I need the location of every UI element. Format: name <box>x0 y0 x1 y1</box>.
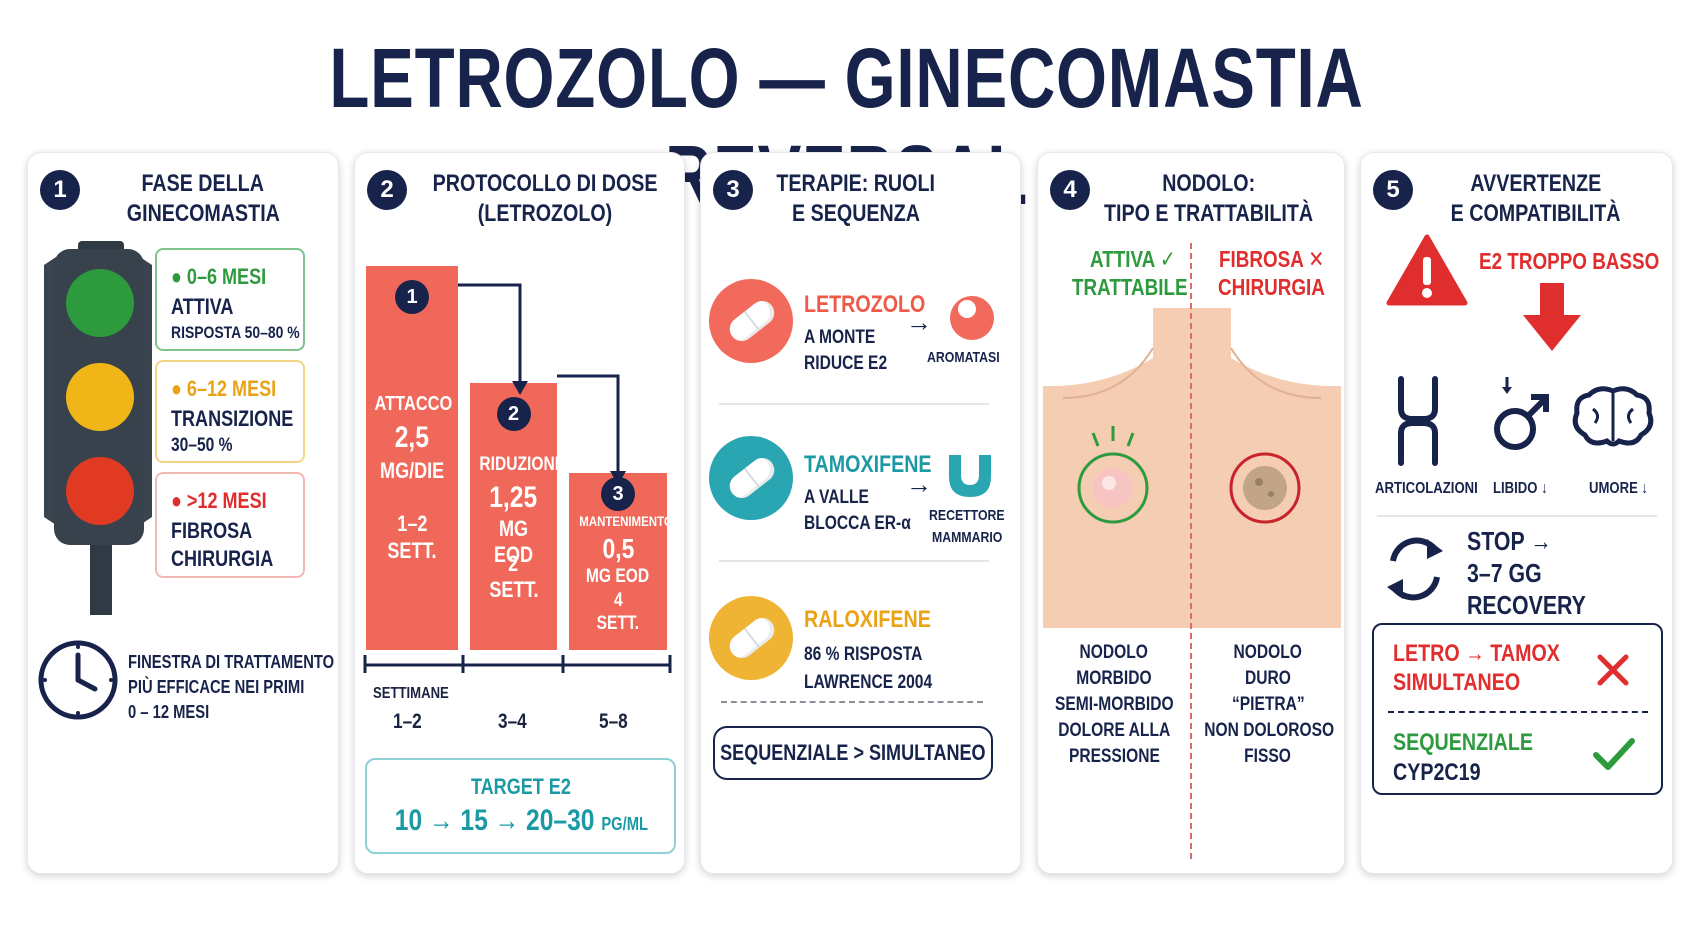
receptor-icon <box>949 455 991 497</box>
drug-target: AROMATASI <box>927 349 1000 366</box>
dose-bar-maintenance: 3 MANTENIMENTO 0,5 MG EOD 4 SETT. <box>569 473 673 650</box>
divider <box>1377 515 1657 517</box>
stop-recovery-text: STOP → 3–7 GG RECOVERY <box>1467 526 1586 620</box>
joint-icon <box>1398 376 1438 466</box>
panel-dose-protocol: 2 PROTOCOLLO DI DOSE (LETROZOLO) 1 ATTACC… <box>354 152 685 874</box>
arrow-right-icon: → <box>906 307 932 337</box>
check-mark-icon <box>1593 738 1635 770</box>
effect-label: LIBIDO ↓ <box>1493 480 1548 497</box>
drug-name: RALOXIFENE <box>804 606 931 633</box>
x-mark-icon <box>1597 654 1629 686</box>
traffic-light-icon <box>44 241 152 615</box>
effect-label: ARTICOLAZIONI <box>1375 480 1478 497</box>
effect-label: UMORE ↓ <box>1589 480 1649 497</box>
warning-text: E2 TROPPO BASSO <box>1479 248 1660 274</box>
panel-title: TERAPIE: RUOLI E SEQUENZA <box>776 170 936 227</box>
chest-illustration <box>1043 308 1341 628</box>
step-number-5: 5 <box>1373 170 1413 210</box>
active-treatable-label: ATTIVA ✓ TRATTABILE <box>1072 246 1188 300</box>
phase-card-active: ● 0–6 MESI ATTIVA RISPOSTA 50–80 % <box>155 248 305 351</box>
panel-title: FASE DELLA GINECOMASTIA <box>126 170 280 227</box>
week-label: 1–2 <box>393 710 422 733</box>
drug-description: A MONTE RIDUCE E2 <box>804 327 888 374</box>
fibrous-surgery-label: FIBROSA ✕ CHIRURGIA <box>1218 246 1325 300</box>
drug-description: A VALLE BLOCCA ER-α <box>804 487 911 534</box>
step-number-1: 1 <box>40 170 80 210</box>
dose-bar-reduction: 2 RIDUZIONE 1,25 MG EOD 2 SETT. <box>470 383 565 650</box>
warning-icon <box>1386 234 1468 306</box>
pill-icon <box>709 436 793 520</box>
treatment-window-text: FINESTRA DI TRATTAMENTO PIÙ EFFICACE NEI… <box>128 652 335 722</box>
simultaneous-bad-text: LETRO → TAMOX SIMULTANEO <box>1393 640 1560 696</box>
soft-nodule-description: NODOLO MORBIDO SEMI-MORBIDO DOLORE ALLA … <box>1054 642 1174 767</box>
cycle-recovery-icon <box>1387 537 1443 601</box>
step-number-3: 3 <box>713 170 753 210</box>
panel-title: PROTOCOLLO DI DOSE (LETROZOLO) <box>432 170 658 227</box>
drug-description: 86 % RISPOSTA LAWRENCE 2004 <box>804 644 933 693</box>
panel-nodule: 4 NODOLO: TIPO E TRATTABILITÀ ATTIVA ✓ TRA… <box>1037 152 1345 874</box>
step-number-2: 2 <box>367 170 407 210</box>
dashed-divider <box>721 701 983 703</box>
pill-icon <box>709 596 793 680</box>
week-label: 5–8 <box>599 710 628 733</box>
hard-nodule-description: NODOLO DURO “PIETRA” NON DOLOROSO FISSO <box>1204 642 1335 767</box>
panel-title: AVVERTENZE E COMPATIBILITÀ <box>1451 170 1621 227</box>
divider <box>1190 243 1192 859</box>
drug-target: RECETTORE MAMMARIO <box>929 507 1005 546</box>
pill-icon <box>709 279 793 363</box>
aromatase-enzyme-icon <box>950 296 994 340</box>
target-e2-box: TARGET E2 10 → 15 → 20–30 PG/ML <box>365 758 676 854</box>
drug-name: TAMOXIFENE <box>804 451 932 478</box>
week-label: 3–4 <box>498 710 527 733</box>
dose-bar-attack: 1 ATTACCO 2,5 MG/DIE 1–2 SETT. <box>366 266 458 650</box>
step-number-4: 4 <box>1050 170 1090 210</box>
dashed-divider <box>1388 711 1648 713</box>
divider <box>719 560 989 562</box>
drug-name: LETROZOLO <box>804 291 926 318</box>
brain-icon <box>1572 386 1654 447</box>
compatibility-box: LETRO → TAMOX SIMULTANEO SEQUENZIALE CYP2C… <box>1372 623 1663 795</box>
panel-therapies: 3 TERAPIE: RUOLI E SEQUENZA LETROZOLO A M… <box>700 152 1021 874</box>
divider <box>719 403 989 405</box>
panel-title: NODOLO: TIPO E TRATTABILITÀ <box>1104 170 1314 227</box>
male-symbol-icon <box>1494 377 1549 450</box>
sequence-badge: SEQUENZIALE > SIMULTANEO <box>713 726 993 780</box>
arrow-down-icon <box>1523 283 1581 351</box>
weeks-axis-label: SETTIMANE <box>373 685 449 702</box>
step-arrows <box>363 283 672 673</box>
arrow-right-icon: → <box>906 469 932 499</box>
clock-icon <box>38 640 118 720</box>
phase-card-transition: ● 6–12 MESI TRANSIZIONE 30–50 % <box>155 360 305 463</box>
phase-card-fibrous: ● >12 MESI FIBROSA CHIRURGIA <box>155 472 305 578</box>
sequential-good-text: SEQUENZIALE CYP2C19 <box>1393 729 1533 786</box>
panel-ginecomastia-phase: 1 FASE DELLA GINECOMASTIA ● 0–6 MESI ATTI… <box>27 152 339 874</box>
panel-warnings: 5 AVVERTENZE E COMPATIBILITÀ E2 TROPPO BA… <box>1360 152 1673 874</box>
